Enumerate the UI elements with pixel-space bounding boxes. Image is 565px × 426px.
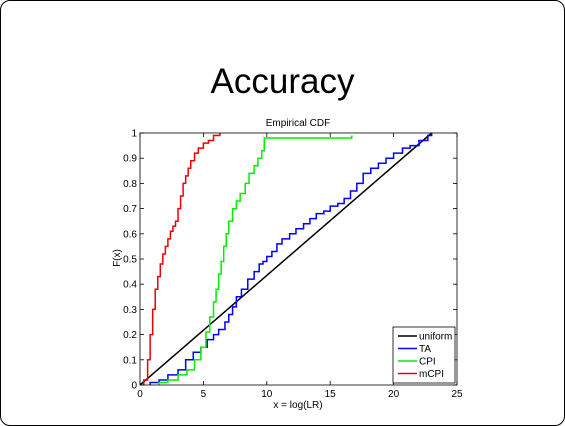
series-layer (139, 132, 433, 386)
legend-label-ta: TA (419, 344, 431, 355)
y-tick-label: 0.9 (123, 154, 137, 165)
legend-label-uniform: uniform (419, 332, 452, 343)
x-tick-label: 15 (325, 389, 337, 400)
y-tick-label: 1 (131, 129, 137, 140)
y-tick-label: 0.3 (123, 305, 137, 316)
x-axis-label: x = log(LR) (273, 400, 322, 411)
x-tick-label: 25 (451, 389, 463, 400)
plot-frame (139, 132, 458, 386)
series-line-uniform (139, 132, 433, 386)
y-tick-label: 0.1 (123, 355, 137, 366)
y-tick-label: 0 (131, 381, 137, 392)
x-tick-label: 5 (201, 389, 207, 400)
x-tick-label: 0 (137, 389, 143, 400)
y-tick-label: 0.2 (123, 330, 137, 341)
y-tick-label: 0.5 (123, 255, 137, 266)
y-tick-label: 0.6 (123, 229, 137, 240)
x-tick-label: 10 (261, 389, 273, 400)
legend-label-cpi: CPI (419, 357, 436, 368)
y-tick-label: 0.4 (123, 280, 137, 291)
y-tick-label: 0.8 (123, 179, 137, 190)
chart-title: Empirical CDF (266, 118, 330, 129)
series-line-ta (149, 133, 433, 385)
series-line-cpi (158, 135, 353, 385)
y-axis-label: F(x) (112, 249, 123, 267)
legend-label-mcpi: mCPI (419, 369, 444, 380)
x-tick-label: 20 (388, 389, 400, 400)
slide-title: Accuracy (210, 62, 355, 101)
series-line-mcpi (143, 133, 221, 385)
y-tick-label: 0.7 (123, 204, 137, 215)
